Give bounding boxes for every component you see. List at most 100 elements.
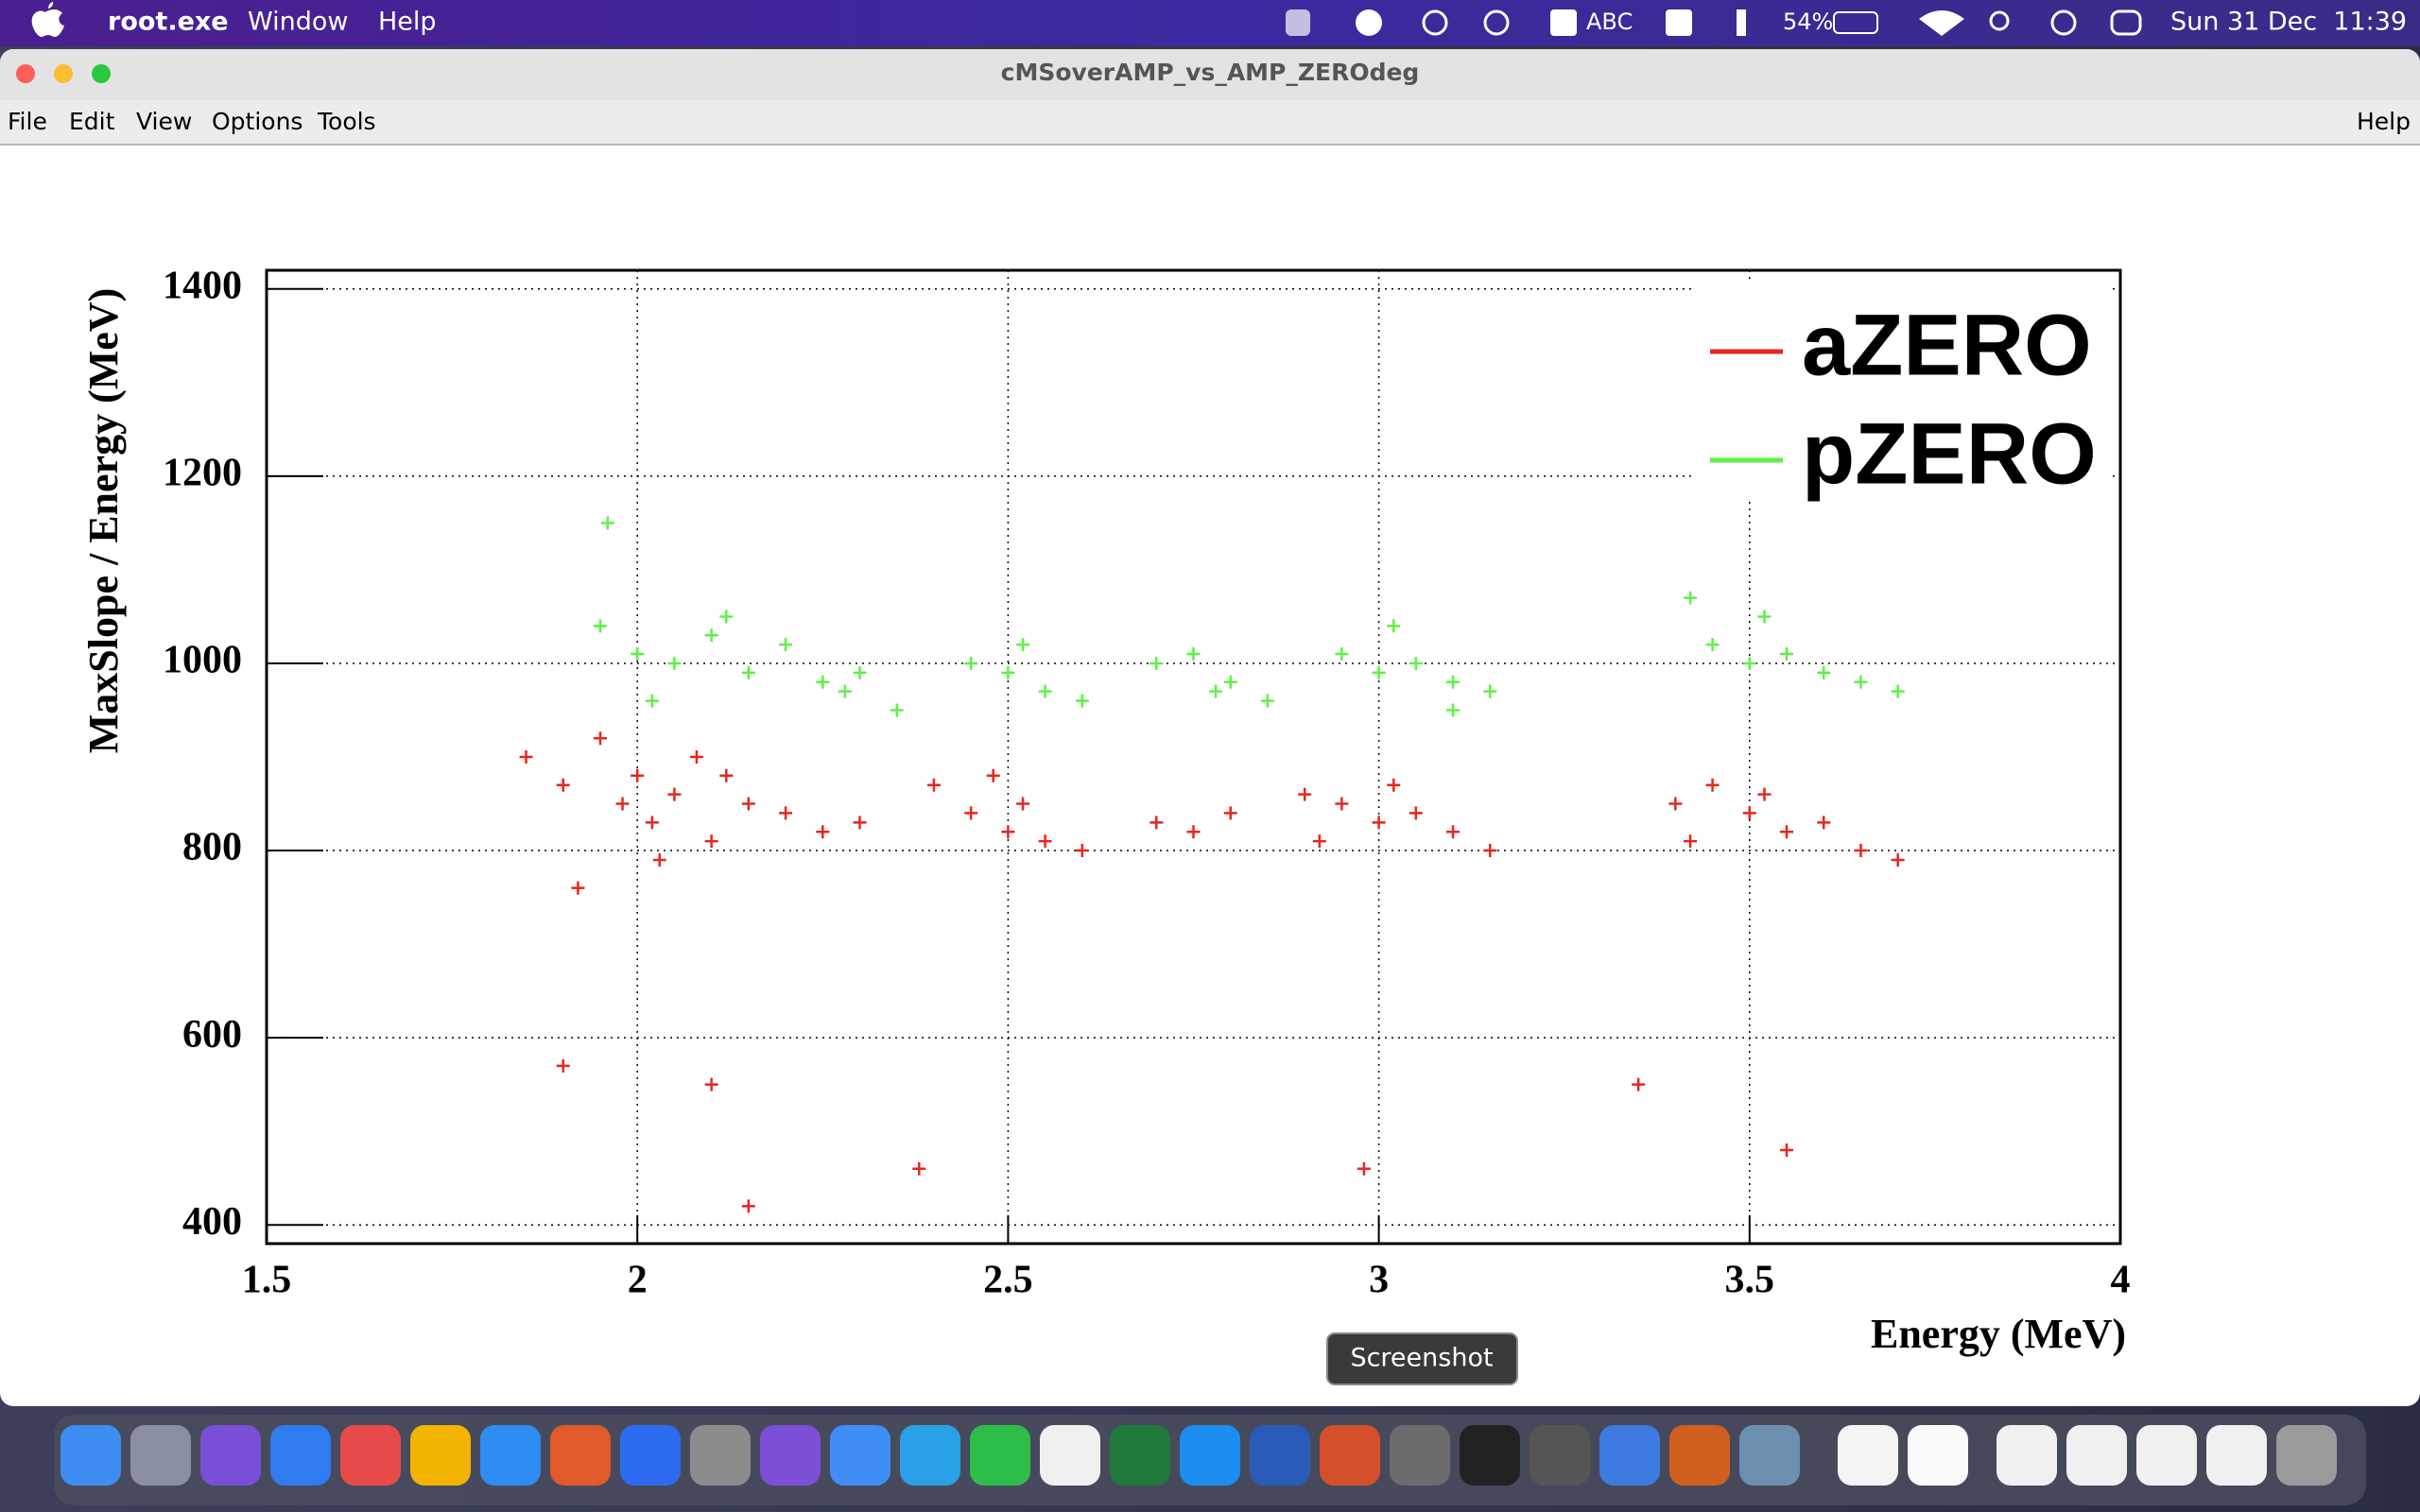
status-icon[interactable] bbox=[1737, 9, 1746, 36]
battery-percent[interactable]: 54% bbox=[1783, 9, 1833, 35]
status-icon[interactable] bbox=[1286, 9, 1310, 36]
window-title: cMSoverAMP_vs_AMP_ZEROdeg bbox=[1001, 59, 1420, 86]
dock-icon[interactable] bbox=[270, 1425, 331, 1486]
app-name[interactable]: root.exe bbox=[108, 8, 229, 37]
menu-item[interactable]: Window bbox=[248, 8, 348, 37]
dock-icon[interactable] bbox=[1996, 1425, 2057, 1486]
tooltip bbox=[1326, 1332, 1518, 1385]
data-point bbox=[1001, 665, 1015, 679]
data-point bbox=[853, 816, 867, 830]
dock-icon[interactable] bbox=[60, 1425, 121, 1486]
status-icon[interactable] bbox=[1356, 9, 1382, 36]
dock-icon[interactable] bbox=[1320, 1425, 1380, 1486]
tooltip-text: Screenshot bbox=[1350, 1344, 1493, 1373]
dock-icon[interactable] bbox=[970, 1425, 1030, 1486]
data-point bbox=[667, 787, 682, 801]
data-point bbox=[593, 731, 607, 746]
x-tick-label: 1.5 bbox=[242, 1259, 292, 1302]
apple-menu[interactable] bbox=[31, 2, 64, 37]
dock-icon[interactable] bbox=[1180, 1425, 1240, 1486]
window bbox=[0, 49, 2420, 1406]
menu-item[interactable]: Edit bbox=[69, 108, 115, 135]
zoom-button[interactable] bbox=[92, 64, 111, 83]
status-icon[interactable] bbox=[1666, 9, 1692, 36]
status-icon[interactable] bbox=[1550, 9, 1577, 36]
menu-item[interactable]: Options bbox=[212, 108, 302, 135]
data-point bbox=[1742, 656, 1756, 670]
data-point bbox=[1854, 844, 1868, 858]
data-point bbox=[816, 825, 830, 839]
battery-icon[interactable] bbox=[1833, 11, 1878, 34]
close-button[interactable] bbox=[16, 64, 35, 83]
data-point bbox=[1372, 816, 1386, 830]
dock-icon[interactable] bbox=[130, 1425, 191, 1486]
data-point bbox=[1150, 816, 1164, 830]
menu-item[interactable]: File bbox=[8, 108, 47, 135]
data-point bbox=[1038, 684, 1052, 698]
data-point bbox=[1223, 806, 1237, 820]
dock-icon[interactable] bbox=[1530, 1425, 1590, 1486]
menu-item[interactable]: Help bbox=[378, 8, 437, 37]
dock-icon[interactable] bbox=[340, 1425, 401, 1486]
minimize-button[interactable] bbox=[54, 64, 73, 83]
data-point bbox=[1260, 694, 1274, 708]
control-center[interactable] bbox=[2110, 9, 2142, 36]
dock-icon[interactable] bbox=[2206, 1425, 2267, 1486]
x-tick-label: 4 bbox=[2111, 1259, 2131, 1302]
data-point bbox=[1757, 787, 1772, 801]
dock-icon[interactable] bbox=[2066, 1425, 2127, 1486]
title-bar-base bbox=[0, 85, 2420, 100]
data-point bbox=[964, 806, 978, 820]
data-point bbox=[1780, 1143, 1794, 1157]
menubar bbox=[0, 0, 2420, 46]
wifi-icon[interactable] bbox=[1919, 10, 1964, 36]
data-point bbox=[816, 675, 830, 689]
data-point bbox=[1705, 778, 1720, 792]
data-point bbox=[1075, 694, 1089, 708]
user-icon[interactable] bbox=[2050, 9, 2077, 36]
data-point bbox=[1372, 665, 1386, 679]
menu-item[interactable]: Help bbox=[2357, 108, 2411, 135]
status-icon[interactable] bbox=[1422, 9, 1448, 36]
dock-icon[interactable] bbox=[900, 1425, 960, 1486]
dock-icon[interactable] bbox=[690, 1425, 751, 1486]
data-point bbox=[1298, 787, 1312, 801]
dock-icon[interactable] bbox=[1739, 1425, 1800, 1486]
dock-icon[interactable] bbox=[480, 1425, 541, 1486]
dock-icon[interactable] bbox=[1838, 1425, 1898, 1486]
data-point bbox=[645, 694, 659, 708]
dock-icon[interactable] bbox=[1460, 1425, 1520, 1486]
dock-icon[interactable] bbox=[620, 1425, 681, 1486]
clock[interactable]: Sun 31 Dec 11:39 bbox=[2170, 8, 2407, 37]
dock-icon[interactable] bbox=[2136, 1425, 2197, 1486]
dock-icon[interactable] bbox=[2276, 1425, 2337, 1486]
dock-icon[interactable] bbox=[1908, 1425, 1968, 1486]
dock-icon[interactable] bbox=[760, 1425, 821, 1486]
input-source[interactable]: ABC bbox=[1586, 9, 1633, 35]
dock-icon[interactable] bbox=[410, 1425, 471, 1486]
data-point bbox=[1409, 806, 1423, 820]
data-point bbox=[1075, 844, 1089, 858]
menu-item[interactable]: View bbox=[136, 108, 192, 135]
data-point bbox=[964, 656, 978, 670]
data-point bbox=[1891, 852, 1905, 867]
dock-icon[interactable] bbox=[830, 1425, 890, 1486]
data-point bbox=[615, 797, 630, 811]
dock-icon[interactable] bbox=[1250, 1425, 1310, 1486]
legend-label: aZERO bbox=[1802, 297, 2092, 393]
dock-icon[interactable] bbox=[1110, 1425, 1170, 1486]
dock-icon[interactable] bbox=[1669, 1425, 1730, 1486]
dock-icon[interactable] bbox=[1040, 1425, 1100, 1486]
dock-icon[interactable] bbox=[550, 1425, 611, 1486]
dock-icon[interactable] bbox=[1390, 1425, 1450, 1486]
y-tick-label: 600 bbox=[182, 1013, 242, 1057]
status-icon[interactable] bbox=[1483, 9, 1510, 36]
dock-icon[interactable] bbox=[1599, 1425, 1660, 1486]
y-tick-label: 1200 bbox=[163, 452, 242, 495]
search-icon[interactable] bbox=[1989, 10, 2010, 31]
data-point bbox=[1387, 619, 1401, 633]
menu-item[interactable]: Tools bbox=[317, 108, 376, 135]
data-point bbox=[1684, 591, 1698, 605]
dock-icon[interactable] bbox=[200, 1425, 261, 1486]
data-point bbox=[1209, 684, 1223, 698]
